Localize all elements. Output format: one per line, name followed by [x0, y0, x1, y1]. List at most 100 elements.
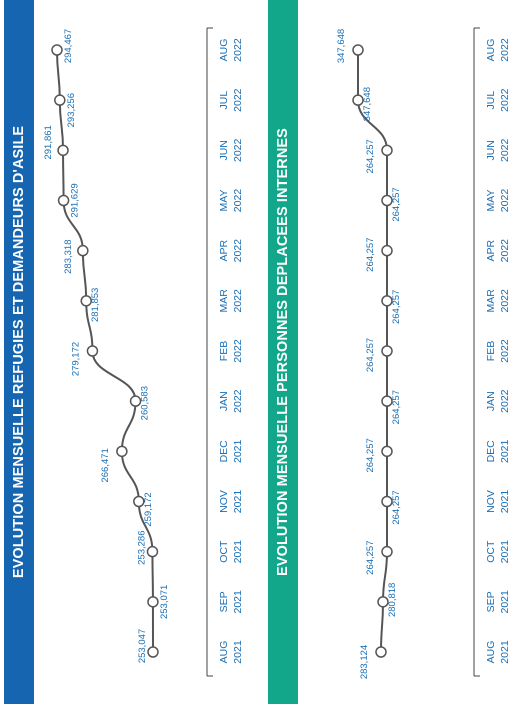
refugees-tick-year: 2022 [232, 189, 244, 213]
idp-data-label: 347,648 [336, 29, 347, 63]
refugees-data-label: 266,471 [100, 448, 111, 482]
idp-tick-year: 2021 [499, 640, 511, 664]
refugees-data-point [57, 194, 70, 207]
idp-tick-month: AUG [485, 39, 497, 62]
idp-tick-month: OCT [485, 540, 497, 563]
idp-data-point [377, 596, 389, 608]
refugees-data-point [116, 445, 128, 458]
refugees-tick-month: MAY [218, 190, 230, 212]
idp-tick-month: MAY [485, 190, 497, 212]
idp-tick-year: 2022 [499, 38, 511, 62]
idp-tick-month: SEP [485, 591, 497, 612]
refugees-data-label: 294,467 [63, 29, 74, 63]
banner-idp: EVOLUTION MENSUELLE PERSONNES DEPLACEES … [268, 0, 298, 704]
refugees-data-label: 283,318 [63, 239, 74, 273]
idp-data-label: 264,257 [365, 540, 376, 574]
refugees-data-label: 253,071 [159, 585, 170, 619]
refugees-tick-year: 2022 [232, 38, 244, 62]
idp-tick-year: 2022 [499, 138, 511, 162]
refugees-data-point [86, 345, 99, 357]
refugees-tick-month: AUG [218, 641, 230, 664]
refugees-plot: 253,047 253,071 253,286 259,172 266,471 260,5… [43, 27, 244, 677]
refugees-tick-month: FEB [218, 341, 230, 361]
idp-tick-month: FEB [485, 341, 497, 361]
refugees-tick-year: 2022 [232, 289, 244, 313]
refugees-data-label: 259,172 [143, 492, 154, 526]
refugees-tick-year: 2021 [232, 490, 244, 514]
refugees-tick-month: SEP [218, 591, 230, 612]
refugees-data-point [147, 646, 159, 658]
idp-tick-year: 2022 [499, 239, 511, 263]
banner-refugees: EVOLUTION MENSUELLE REFUGIES ET DEMANDEU… [4, 0, 34, 704]
refugees-tick-month: OCT [218, 540, 230, 563]
idp-data-point [381, 495, 393, 508]
idp-data-label: 264,257 [391, 490, 402, 524]
refugees-tick-month: JUL [218, 91, 230, 110]
idp-tick-month: MAR [485, 289, 497, 313]
refugees-data-point [147, 596, 159, 608]
idp-data-label: 264,257 [365, 338, 376, 372]
refugees-data-point [129, 395, 142, 407]
idp-plot: 283,124 280,818 264,257 264,257 264,257 264,2… [336, 27, 511, 679]
idp-data-point [381, 144, 393, 157]
idp-data-label: 264,257 [391, 187, 402, 221]
idp-data-label: 264,257 [391, 290, 402, 324]
idp-data-point [375, 646, 387, 658]
idp-data-point [381, 194, 393, 207]
idp-tick-year: 2022 [499, 88, 511, 112]
idp-data-point [381, 545, 393, 558]
refugees-tick-year: 2022 [232, 339, 244, 363]
refugees-data-label: 281,853 [90, 288, 101, 322]
refugees-data-label: 291,861 [43, 125, 54, 159]
idp-data-point [381, 445, 393, 458]
refugees-data-label: 291,629 [70, 183, 81, 217]
refugees-tick-year: 2022 [232, 389, 244, 413]
idp-data-label: 264,257 [391, 390, 402, 424]
idp-data-label: 264,257 [365, 139, 376, 173]
idp-tick-month: JAN [485, 391, 497, 411]
idp-tick-year: 2021 [499, 490, 511, 514]
refugees-data-point [54, 94, 66, 106]
idp-data-point [352, 44, 364, 56]
idp-data-label: 283,124 [359, 645, 370, 679]
refugees-tick-year: 2021 [232, 590, 244, 614]
refugees-data-point [77, 244, 89, 257]
refugees-data-label: 279,172 [70, 342, 81, 376]
idp-tick-year: 2022 [499, 339, 511, 363]
idp-tick-month: AUG [485, 641, 497, 664]
refugees-tick-month: DEC [218, 440, 230, 463]
idp-data-point [381, 345, 393, 357]
idp-tick-year: 2022 [499, 189, 511, 213]
refugees-tick-year: 2021 [232, 640, 244, 664]
refugees-tick-year: 2021 [232, 540, 244, 564]
refugees-data-point [133, 495, 145, 508]
refugees-data-label: 260,583 [140, 386, 151, 420]
idp-tick-month: JUL [485, 91, 497, 110]
idp-tick-year: 2022 [499, 389, 511, 413]
refugees-tick-month: AUG [218, 39, 230, 62]
idp-data-label: 347,648 [362, 87, 373, 121]
idp-data-point [381, 244, 393, 257]
refugees-tick-year: 2022 [232, 88, 244, 112]
idp-tick-month: NOV [485, 490, 497, 513]
idp-data-label: 264,257 [365, 237, 376, 271]
refugees-data-label: 293,256 [66, 93, 77, 127]
refugees-tick-month: MAR [218, 289, 230, 313]
idp-data-label: 264,257 [365, 438, 376, 472]
idp-data-label: 280,818 [387, 583, 398, 617]
refugees-tick-month: NOV [218, 490, 230, 513]
refugees-tick-month: JAN [218, 391, 230, 411]
idp-tick-month: APR [485, 239, 497, 261]
refugees-tick-year: 2021 [232, 439, 244, 463]
idp-tick-year: 2021 [499, 590, 511, 614]
refugees-data-point [146, 545, 159, 558]
refugees-tick-month: JUN [218, 140, 230, 160]
idp-tick-year: 2021 [499, 540, 511, 564]
refugees-tick-year: 2022 [232, 138, 244, 162]
idp-data-point [381, 395, 393, 407]
idp-data-point [352, 94, 364, 106]
refugees-data-point [57, 144, 69, 157]
refugees-data-point [80, 295, 92, 307]
idp-tick-year: 2021 [499, 439, 511, 463]
